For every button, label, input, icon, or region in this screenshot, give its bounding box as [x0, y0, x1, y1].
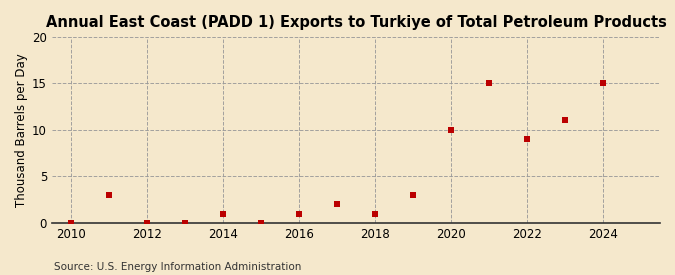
Point [522, 137, 533, 141]
Point [256, 221, 267, 225]
Point [408, 193, 418, 197]
Point [446, 128, 456, 132]
Text: Source: U.S. Energy Information Administration: Source: U.S. Energy Information Administ… [54, 262, 301, 272]
Point [560, 118, 570, 123]
Point [597, 81, 608, 86]
Point [369, 211, 380, 216]
Y-axis label: Thousand Barrels per Day: Thousand Barrels per Day [15, 53, 28, 207]
Point [331, 202, 342, 207]
Point [483, 81, 494, 86]
Point [294, 211, 304, 216]
Title: Annual East Coast (PADD 1) Exports to Turkiye of Total Petroleum Products: Annual East Coast (PADD 1) Exports to Tu… [45, 15, 666, 30]
Point [103, 193, 114, 197]
Point [65, 221, 76, 225]
Point [180, 221, 190, 225]
Point [217, 211, 228, 216]
Point [142, 221, 153, 225]
